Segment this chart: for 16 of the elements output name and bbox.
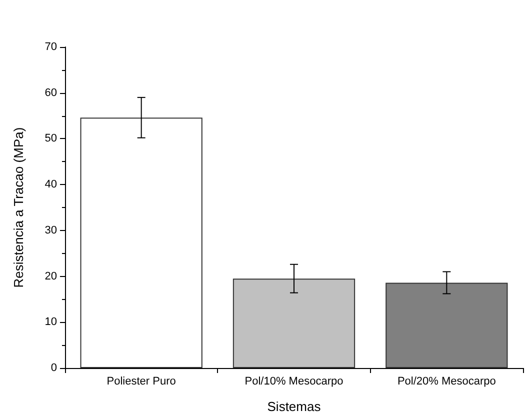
x-tick-label: Poliester Puro bbox=[106, 376, 176, 388]
y-tick-label: 70 bbox=[44, 41, 57, 53]
y-tick-label: 40 bbox=[44, 178, 57, 191]
y-tick-label: 50 bbox=[44, 132, 57, 145]
bar bbox=[232, 278, 356, 368]
x-axis-title: Sistemas bbox=[267, 399, 322, 414]
y-tick-label: 30 bbox=[44, 224, 57, 236]
y-tick-label: 10 bbox=[44, 316, 57, 328]
bar bbox=[80, 118, 202, 368]
x-tick-label: Pol/20% Mesocarpo bbox=[397, 376, 496, 388]
y-tick-label: 0 bbox=[50, 362, 57, 374]
bar bbox=[386, 282, 508, 368]
y-tick-label: 20 bbox=[44, 270, 57, 282]
y-axis-title: Resistencia a Tracao (MPa) bbox=[11, 127, 26, 288]
y-tick-label: 60 bbox=[44, 86, 57, 99]
x-tick-label: Pol/10% Mesocarpo bbox=[244, 376, 344, 388]
